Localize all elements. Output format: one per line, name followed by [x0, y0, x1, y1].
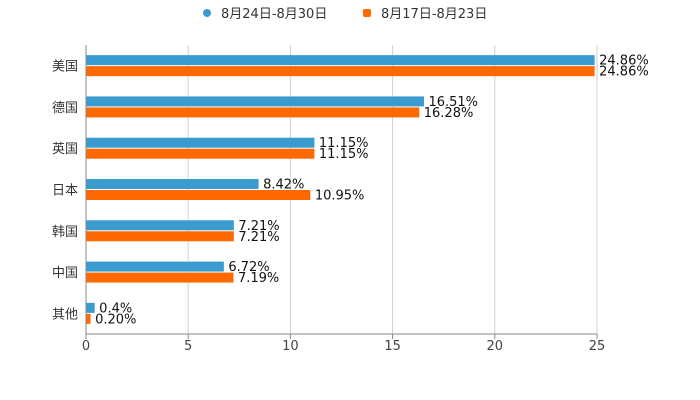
- gridlines: [187, 45, 598, 334]
- x-tick-label-3: 15: [384, 339, 401, 354]
- bar-0-2: [86, 137, 315, 148]
- category-label-4: 韩国: [52, 225, 78, 240]
- category-label-0: 美国: [52, 60, 78, 75]
- category-label-3: 日本: [52, 184, 78, 199]
- category-label-1: 德国: [52, 101, 78, 116]
- value-label-1-5: 7.19%: [238, 271, 279, 286]
- value-label-0-3: 8.42%: [263, 178, 304, 193]
- legend-label-0: 8月24日-8月30日: [221, 7, 327, 22]
- bar-1-0: [86, 66, 595, 77]
- value-label-0-1: 16.51%: [428, 95, 478, 110]
- value-label-1-0: 24.86%: [599, 65, 649, 80]
- bar-0-5: [86, 261, 224, 272]
- bar-0-4: [86, 220, 234, 231]
- category-label-2: 英国: [52, 142, 78, 157]
- legend-label-1: 8月17日-8月23日: [381, 7, 487, 22]
- x-tick-label-5: 25: [589, 339, 606, 354]
- value-label-1-1: 16.28%: [424, 106, 474, 121]
- bar-1-4: [86, 231, 234, 242]
- value-label-1-2: 11.15%: [319, 147, 369, 162]
- bar-1-3: [86, 190, 311, 200]
- bar-0-6: [86, 302, 95, 313]
- value-label-0-5: 6.72%: [228, 260, 269, 275]
- value-label-0-6: 0.4%: [99, 301, 132, 316]
- value-label-0-2: 11.15%: [319, 136, 369, 151]
- x-tick-label-4: 20: [487, 339, 504, 354]
- x-tick-label-2: 10: [282, 339, 299, 354]
- category-label-6: 其他: [52, 307, 78, 322]
- bars: 24.86%24.86% 16.51%16.28% 11.15%11.15% 8.42…: [86, 54, 649, 327]
- value-label-0-4: 7.21%: [238, 219, 279, 234]
- x-tick-label-1: 5: [184, 339, 192, 354]
- value-label-1-6: 0.20%: [95, 312, 136, 327]
- legend: 8月24日-8月30日 8月17日-8月23日: [203, 7, 487, 22]
- category-label-5: 中国: [52, 266, 78, 281]
- value-label-0-0: 24.86%: [599, 54, 649, 69]
- bar-0-3: [86, 179, 259, 189]
- legend-swatch-1: [363, 9, 371, 17]
- bar-0-1: [86, 96, 424, 107]
- bar-1-1: [86, 107, 420, 118]
- bar-0-0: [86, 55, 595, 66]
- bar-1-2: [86, 148, 315, 159]
- legend-swatch-0: [203, 9, 211, 17]
- value-label-1-3: 10.95%: [315, 189, 365, 204]
- bar-1-6: [86, 313, 91, 324]
- value-label-1-4: 7.21%: [238, 230, 279, 245]
- x-tick-label-0: 0: [82, 339, 90, 354]
- bar-1-5: [86, 272, 234, 283]
